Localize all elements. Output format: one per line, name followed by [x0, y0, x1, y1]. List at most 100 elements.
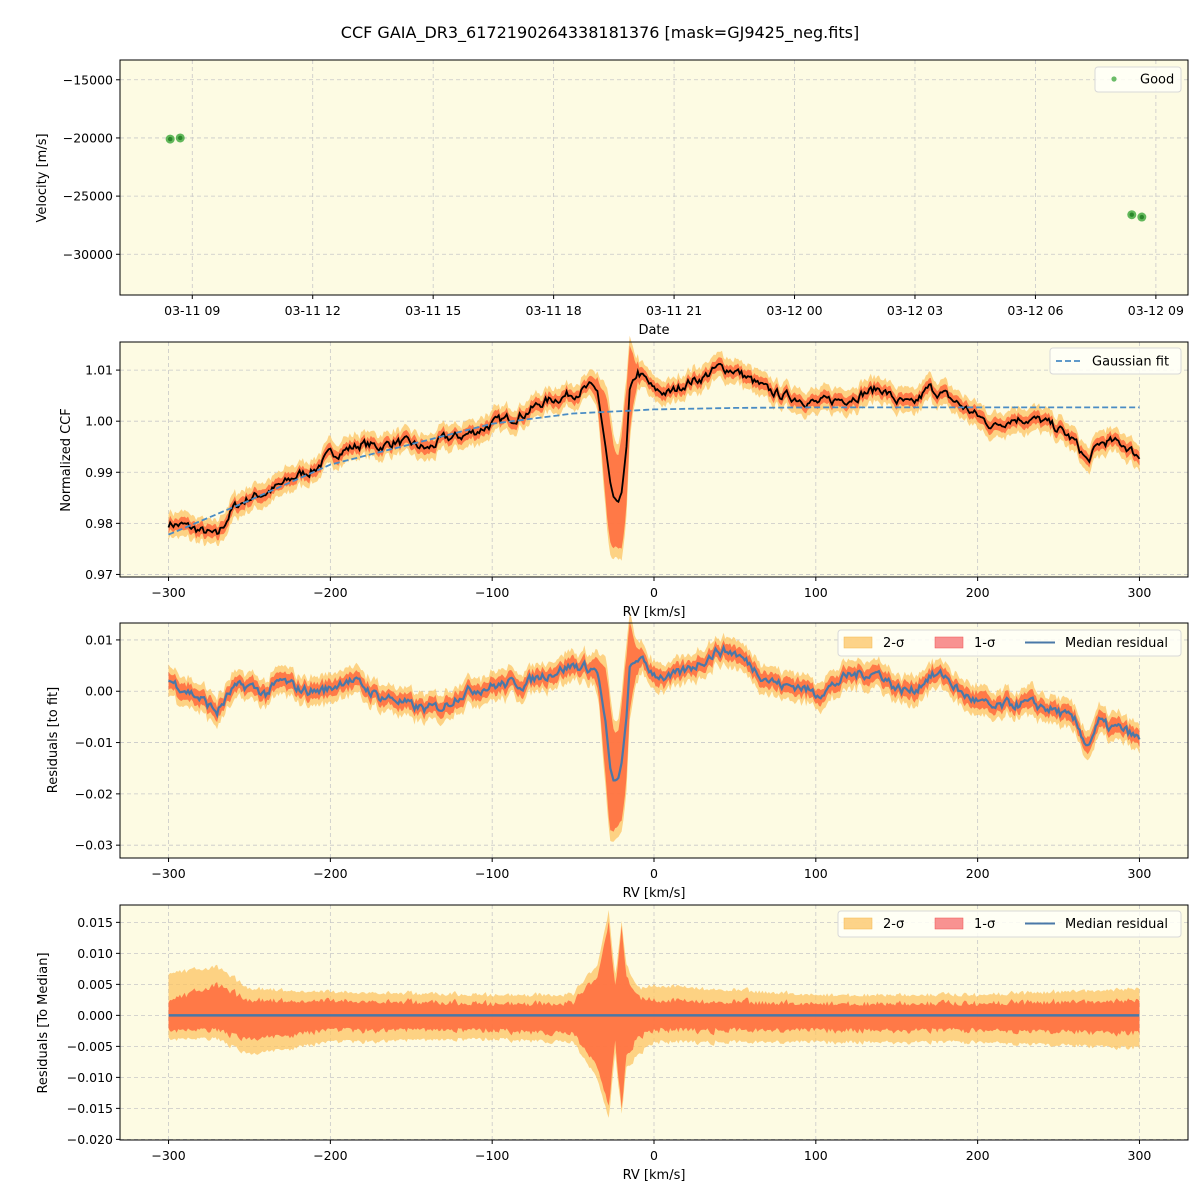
legend-box: [837, 910, 1182, 938]
sigma1-patch-icon: [934, 917, 964, 930]
y-tick-label: 0.97: [85, 567, 113, 582]
y-tick-label: 0.000: [77, 1008, 113, 1023]
y-tick-label: −20000: [63, 130, 113, 145]
legend-label: 1-σ: [974, 636, 995, 651]
x-tick-label: 03-12 09: [1128, 303, 1184, 318]
y-ticks: 0.01 0.00 −0.01 −0.02 −0.03: [75, 632, 120, 853]
y-axis-label: Residuals [to fit]: [46, 687, 61, 793]
legend: 2-σ 1-σ Median residual: [837, 629, 1182, 657]
x-tick-label: 03-11 12: [285, 303, 341, 318]
x-axis-label: RV [km/s]: [623, 605, 686, 620]
sigma2-band: [168, 614, 1140, 842]
y-tick-label: 1.00: [85, 414, 113, 429]
y-tick-label: −0.015: [67, 1101, 113, 1116]
x-tick-label: 03-12 06: [1007, 303, 1063, 318]
legend-label: Good: [1140, 73, 1174, 88]
good-marker-icon: [1111, 76, 1117, 82]
legend-label: Gaussian fit: [1092, 355, 1169, 370]
x-tick-label: 03-12 00: [766, 303, 822, 318]
x-axis-label: RV [km/s]: [623, 886, 686, 901]
legend: Gaussian fit: [1049, 347, 1182, 375]
y-ticks: 0.015 0.010 0.005 0.000 −0.005 −0.010 −0.015 −0…: [67, 915, 120, 1147]
x-tick-label: 200: [966, 1148, 990, 1163]
y-tick-label: 0.00: [85, 684, 113, 699]
y-tick-label: 1.01: [85, 363, 113, 378]
x-tick-label: 100: [804, 585, 828, 600]
x-ticks: −300 −200 −100 0 100 200 300: [151, 577, 1151, 600]
legend: Good: [1094, 66, 1182, 93]
y-tick-label: −0.01: [75, 735, 113, 750]
ccf-median-line: [167, 362, 1141, 535]
y-axis-label: Velocity [m/s]: [35, 133, 50, 222]
ccf-curves: [167, 335, 1141, 561]
x-tick-label: 100: [804, 866, 828, 881]
data-point-core: [178, 135, 183, 141]
y-tick-label: 0.99: [85, 465, 113, 480]
x-ticks: −300 −200 −100 0 100 200 300: [151, 858, 1151, 881]
x-tick-label: 0: [650, 585, 658, 600]
y-tick-label: −25000: [63, 189, 113, 204]
gaussian-fit-line: [168, 406, 1140, 536]
y-tick-label: −0.010: [67, 1070, 113, 1085]
median-residual-line: [168, 644, 1141, 782]
legend-label: 1-σ: [974, 917, 995, 932]
x-tick-label: −100: [475, 1148, 509, 1163]
panel-residuals-fit: 0.01 0.00 −0.01 −0.02 −0.03 −300 −200 −100 0 100…: [46, 614, 1189, 901]
legend-box: [1094, 66, 1182, 93]
x-tick-label: 03-11 18: [526, 303, 582, 318]
legend-label: Median residual: [1065, 636, 1168, 651]
y-tick-label: 0.010: [77, 946, 113, 961]
x-tick-label: 03-11 21: [646, 303, 702, 318]
residual-bands: [168, 614, 1141, 842]
y-tick-label: 0.015: [77, 915, 113, 930]
sigma2-band: [168, 335, 1140, 561]
x-tick-label: 300: [1128, 1148, 1152, 1163]
x-tick-label: 03-11 09: [164, 303, 220, 318]
y-ticks: 1.01 1.00 0.99 0.98 0.97: [85, 363, 120, 582]
y-ticks: −15000 −20000 −25000 −30000: [63, 72, 120, 262]
x-tick-label: −300: [151, 1148, 185, 1163]
sigma2-patch-icon: [843, 917, 873, 930]
x-tick-label: −100: [475, 585, 509, 600]
x-tick-label: 200: [966, 585, 990, 600]
panel-ccf: 1.01 1.00 0.99 0.98 0.97 −300 −200 −100 0 100 200…: [59, 335, 1189, 620]
x-tick-label: 03-11 15: [405, 303, 461, 318]
data-point-core: [167, 136, 173, 142]
x-tick-label: −200: [313, 866, 347, 881]
legend-box: [1049, 347, 1182, 375]
x-tick-label: −300: [151, 866, 185, 881]
y-tick-label: −0.020: [67, 1132, 113, 1147]
y-tick-label: 0.01: [85, 632, 113, 647]
y-axis-label: Normalized CCF: [59, 408, 74, 512]
x-tick-label: 200: [966, 866, 990, 881]
y-tick-label: −15000: [63, 72, 113, 87]
axes-background: [120, 60, 1188, 295]
y-tick-label: −0.005: [67, 1039, 113, 1054]
data-point-core: [1139, 214, 1145, 220]
axes-frame: [119, 59, 1189, 296]
data-point-core: [1129, 212, 1134, 217]
x-axis-label: Date: [638, 323, 669, 338]
sigma2-patch-icon: [843, 636, 873, 649]
residual-bands: [168, 910, 1140, 1118]
y-tick-label: 0.98: [85, 516, 113, 531]
y-tick-label: −30000: [63, 247, 113, 262]
y-tick-label: −0.03: [75, 838, 113, 853]
figure-title: CCF GAIA_DR3_6172190264338181376 [mask=G…: [341, 23, 859, 43]
x-tick-label: −200: [313, 1148, 347, 1163]
y-tick-label: −0.02: [75, 786, 113, 801]
legend-label: Median residual: [1065, 917, 1168, 932]
x-tick-label: 300: [1128, 866, 1152, 881]
x-tick-label: 0: [650, 866, 658, 881]
legend-box: [837, 629, 1182, 657]
x-ticks: 03-11 09 03-11 12 03-11 15 03-11 18 03-11 21…: [164, 295, 1184, 318]
panel-velocity: −15000 −20000 −25000 −30000 03-11 09 03-11 1…: [35, 59, 1189, 338]
x-tick-label: 100: [804, 1148, 828, 1163]
y-tick-label: 0.005: [77, 977, 113, 992]
grid: [120, 60, 1188, 295]
x-tick-label: 03-12 03: [887, 303, 943, 318]
panel-residuals-median: 0.015 0.010 0.005 0.000 −0.005 −0.010 −0.015 −0…: [36, 904, 1189, 1183]
sigma1-patch-icon: [934, 636, 964, 649]
legend: 2-σ 1-σ Median residual: [837, 910, 1182, 938]
